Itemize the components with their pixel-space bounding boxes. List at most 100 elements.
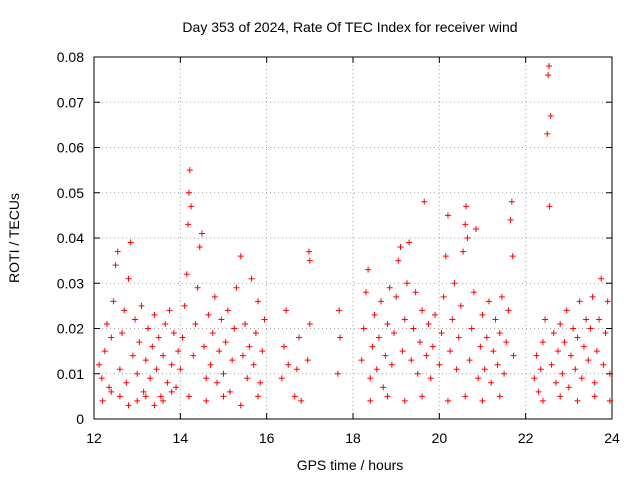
data-point bbox=[164, 379, 171, 386]
data-point bbox=[386, 284, 393, 291]
data-point bbox=[365, 266, 372, 273]
data-point bbox=[596, 316, 603, 323]
data-point bbox=[412, 289, 419, 296]
data-point bbox=[591, 393, 598, 400]
data-point bbox=[222, 339, 229, 346]
data-point bbox=[447, 348, 454, 355]
data-point bbox=[419, 307, 426, 314]
x-axis-label: GPS time / hours bbox=[297, 457, 404, 473]
data-point bbox=[127, 239, 134, 246]
data-point bbox=[255, 393, 262, 400]
data-point bbox=[293, 366, 300, 373]
data-point bbox=[119, 330, 126, 337]
data-point bbox=[237, 253, 244, 260]
data-point bbox=[378, 298, 385, 305]
data-point bbox=[598, 275, 605, 282]
data-point bbox=[239, 352, 246, 359]
data-point bbox=[125, 275, 132, 282]
data-point bbox=[367, 375, 374, 382]
data-point bbox=[233, 284, 240, 291]
data-point bbox=[423, 352, 430, 359]
data-point bbox=[492, 316, 499, 323]
data-point bbox=[194, 284, 201, 291]
data-point bbox=[545, 72, 552, 79]
data-point bbox=[175, 348, 182, 355]
data-point bbox=[114, 248, 121, 255]
axis-ticks: 12 14 16 18 20 22 24 0 0.01 0.02 0.03 0.04 0.05 0.06 0… bbox=[57, 49, 620, 446]
data-point bbox=[110, 298, 117, 305]
data-point bbox=[177, 366, 184, 373]
data-point bbox=[382, 352, 389, 359]
data-point bbox=[375, 334, 382, 341]
data-point bbox=[399, 348, 406, 355]
data-point bbox=[231, 325, 238, 332]
data-point bbox=[132, 316, 139, 323]
data-point bbox=[336, 307, 343, 314]
data-point bbox=[475, 375, 482, 382]
data-point bbox=[255, 298, 262, 305]
data-point bbox=[185, 393, 192, 400]
data-point bbox=[444, 397, 451, 404]
data-point bbox=[401, 316, 408, 323]
data-point bbox=[473, 225, 480, 232]
data-point bbox=[179, 334, 186, 341]
data-point bbox=[393, 293, 400, 300]
data-point bbox=[503, 339, 510, 346]
data-point bbox=[429, 343, 436, 350]
data-point bbox=[483, 334, 490, 341]
data-point bbox=[462, 221, 469, 228]
data-point bbox=[479, 397, 486, 404]
data-point bbox=[410, 325, 417, 332]
data-point bbox=[205, 311, 212, 318]
data-point bbox=[542, 316, 549, 323]
data-point bbox=[555, 348, 562, 355]
data-point bbox=[444, 212, 451, 219]
data-point bbox=[196, 244, 203, 251]
data-point bbox=[397, 244, 404, 251]
data-point bbox=[192, 320, 199, 327]
data-point bbox=[250, 361, 257, 368]
data-point bbox=[155, 334, 162, 341]
data-point bbox=[305, 248, 312, 255]
data-point bbox=[509, 253, 516, 260]
data-point bbox=[283, 307, 290, 314]
data-point bbox=[578, 375, 585, 382]
x-tick-label: 22 bbox=[518, 430, 534, 446]
data-point bbox=[291, 393, 298, 400]
data-point bbox=[123, 379, 130, 386]
data-point bbox=[362, 289, 369, 296]
data-point bbox=[498, 293, 505, 300]
data-point bbox=[186, 167, 193, 174]
data-point bbox=[470, 289, 477, 296]
data-point bbox=[481, 366, 488, 373]
data-point bbox=[535, 388, 542, 395]
data-point bbox=[160, 397, 167, 404]
data-point bbox=[455, 334, 462, 341]
data-point bbox=[166, 307, 173, 314]
data-point bbox=[99, 397, 106, 404]
data-point bbox=[416, 339, 423, 346]
data-point bbox=[306, 257, 313, 264]
data-point bbox=[134, 397, 141, 404]
data-point bbox=[546, 203, 553, 210]
data-point bbox=[142, 357, 149, 364]
data-point bbox=[403, 280, 410, 287]
y-tick-label: 0.01 bbox=[57, 366, 84, 382]
data-point bbox=[507, 216, 514, 223]
data-point bbox=[157, 393, 164, 400]
x-tick-label: 20 bbox=[432, 430, 448, 446]
y-tick-label: 0.05 bbox=[57, 185, 84, 201]
data-point bbox=[548, 361, 555, 368]
data-point bbox=[112, 262, 119, 269]
data-point bbox=[508, 198, 515, 205]
x-tick-label: 12 bbox=[86, 430, 102, 446]
data-point bbox=[463, 203, 470, 210]
data-point bbox=[129, 352, 136, 359]
data-point bbox=[207, 361, 214, 368]
data-point bbox=[510, 352, 517, 359]
data-point bbox=[427, 375, 434, 382]
data-point bbox=[453, 366, 460, 373]
data-point bbox=[600, 361, 607, 368]
